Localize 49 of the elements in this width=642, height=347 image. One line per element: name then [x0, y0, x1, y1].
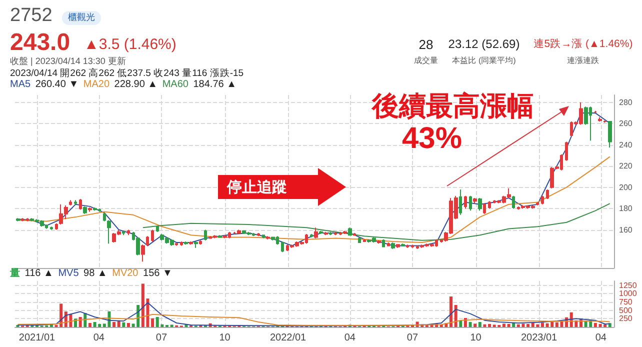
annotation: 98 ▲	[82, 268, 108, 279]
x-tick-label: 2023/01	[520, 332, 558, 344]
text: 量	[10, 268, 20, 279]
text: MV5	[58, 268, 79, 279]
text: 本益比 (同業平均)	[452, 56, 516, 66]
text: 櫃觀光	[62, 11, 101, 25]
text: 260.40 ▼	[34, 79, 80, 90]
x-tick-label: 2022/01	[270, 332, 307, 344]
text: 成交量	[414, 56, 438, 66]
text: 184.76 ▲	[192, 79, 237, 90]
y-tick-label: 200	[619, 182, 633, 192]
text: 243.0	[10, 29, 70, 56]
text: MA60	[162, 79, 188, 90]
y-tick-label: 1250	[619, 280, 638, 290]
y-tick-label: 240	[619, 140, 633, 150]
x-tick-label: 07	[406, 332, 418, 344]
x-tick-label: 07	[156, 332, 168, 344]
y-tick-label: 500	[619, 306, 633, 315]
annotation: 停止追蹤	[227, 179, 287, 196]
text: MA5	[10, 79, 31, 90]
text: MA20	[83, 79, 110, 90]
y-tick-label: 250	[619, 314, 633, 324]
y-tick-label: 280	[619, 98, 633, 107]
x-tick-label: 10	[219, 332, 231, 344]
y-tick-label: 260	[619, 119, 633, 128]
annotation: 後續最高漲幅	[372, 91, 534, 122]
y-tick-label: 750	[619, 298, 633, 306]
x-tick-label: 10	[470, 332, 482, 344]
text: 收盤 | 2023/04/14 13:30 更新	[10, 56, 126, 67]
text: 連5跌→漲 (▲1.46%)	[533, 38, 633, 51]
y-tick-label: 220	[619, 162, 633, 171]
text: 228.90 ▲	[113, 79, 159, 90]
y-tick-label: 160	[619, 225, 633, 234]
text: 28	[418, 37, 434, 52]
annotation: 43%	[402, 122, 462, 155]
x-tick-label: 04	[93, 332, 105, 344]
x-tick-label: 04	[344, 332, 356, 344]
text: ▲3.5 (1.46%)	[84, 36, 176, 54]
y-tick-label: 1000	[619, 289, 638, 298]
annotation: 156 ▼	[142, 268, 172, 279]
chart-title: 2752	[10, 5, 52, 27]
annotation: 116 ▲	[24, 268, 54, 279]
text: 23.12 (52.69)	[448, 37, 520, 52]
y-tick-label: 180	[619, 204, 633, 214]
text: 2023/04/14 開262 高262 低237.5 收243 量116 漲跌-15	[10, 68, 244, 80]
text: MV20	[112, 268, 138, 279]
x-tick-label: 04	[595, 332, 607, 344]
text: 連漲連跌	[567, 56, 599, 66]
x-tick-label: 2021/01	[18, 332, 56, 344]
